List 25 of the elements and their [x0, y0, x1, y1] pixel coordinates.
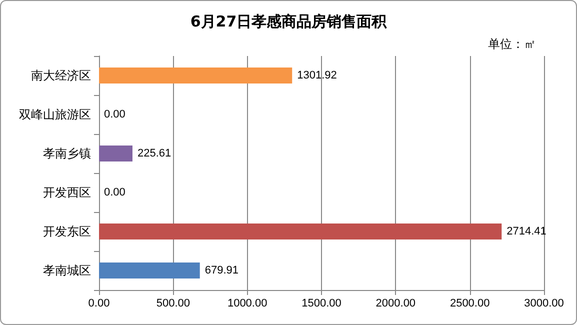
y-tick-label: 南大经济区	[31, 68, 91, 82]
x-tick-label: 1000.00	[227, 298, 268, 310]
data-label: 1301.92	[297, 70, 337, 82]
data-label: 225.61	[137, 148, 172, 160]
x-tick-label: 3000.00	[524, 298, 564, 310]
data-label: 0.00	[104, 108, 126, 120]
data-label: 679.91	[204, 264, 239, 276]
x-tick-label: 1500.00	[302, 298, 342, 310]
bar	[99, 146, 132, 162]
y-tick-label: 开发西区	[43, 186, 91, 200]
bar	[99, 224, 502, 240]
x-tick-label: 2000.00	[376, 298, 416, 310]
data-label: 2714.41	[506, 226, 546, 238]
y-tick-label: 孝南乡镇	[43, 146, 91, 160]
data-label: 0.00	[104, 186, 126, 198]
x-tick-label: 500.00	[156, 298, 190, 310]
chart-subtitle: 单位：㎡	[488, 37, 536, 51]
bar	[99, 262, 200, 278]
x-tick-label: 0.00	[88, 298, 110, 310]
chart-title: 6月27日孝感商品房销售面积	[190, 12, 388, 30]
bar	[99, 68, 292, 84]
y-tick-label: 双峰山旅游区	[19, 108, 91, 122]
x-tick-label: 2500.00	[450, 298, 490, 310]
y-tick-label: 开发东区	[43, 224, 91, 238]
y-tick-label: 孝南城区	[43, 264, 91, 278]
